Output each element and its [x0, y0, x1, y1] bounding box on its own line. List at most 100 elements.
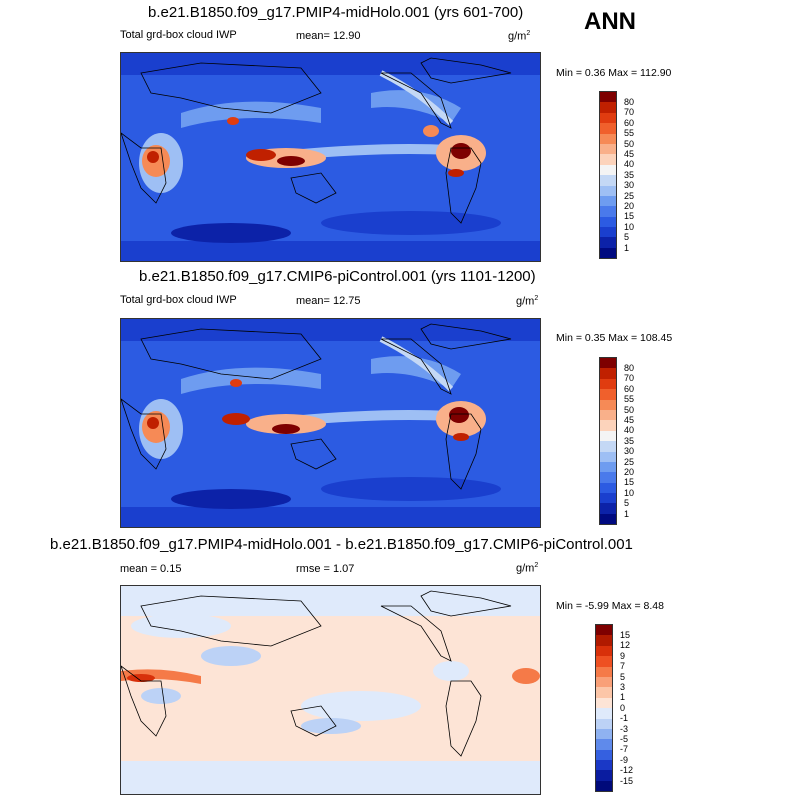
panel2-colorbar-bin — [600, 399, 616, 410]
panel2-colorbar-tick: 5 — [624, 498, 630, 508]
panel2-colorbar-bin — [600, 503, 616, 514]
panel1-colorbar-tick: 25 — [624, 191, 635, 201]
panel2-colorbar-bin — [600, 472, 616, 483]
panel1-colorbar-bin — [600, 154, 616, 165]
panel3-colorbar-bin — [596, 676, 612, 688]
panel1-colorbar-tick: 10 — [624, 222, 635, 232]
panel2-colorbar-tick: 55 — [624, 394, 635, 404]
panel3-title: b.e21.B1850.f09_g17.PMIP4-midHolo.001 - … — [50, 536, 633, 553]
panel3-colorbar-bin — [596, 697, 612, 709]
panel2-colorbar-bin — [600, 420, 616, 431]
panel2-units: g/m2 — [516, 295, 539, 308]
panel1-colorbar-bin — [600, 112, 616, 124]
panel1-units: g/m2 — [508, 30, 531, 43]
panel2-colorbar-bin — [600, 368, 616, 379]
panel3-colorbar-bin — [596, 739, 612, 750]
panel1-colorbar-tick: 35 — [624, 170, 635, 180]
panel1-colorbar-tick: 60 — [624, 118, 635, 128]
panel1-map — [120, 52, 541, 262]
panel1-map-field — [121, 53, 540, 261]
panel3-colorbar-tick: -9 — [620, 755, 629, 765]
panel2-map — [120, 318, 541, 528]
panel2-colorbar-bin — [600, 441, 616, 452]
panel1-mean: mean= 12.90 — [296, 30, 361, 42]
panel3-colorbar-tick: -3 — [620, 724, 629, 734]
panel2-colorbar-bin — [600, 461, 616, 473]
panel1-colorbar-bin — [600, 206, 616, 217]
panel3-colorbar-tick: -12 — [620, 765, 634, 775]
panel3-colorbar-bin — [596, 718, 612, 729]
panel2-colorbar-bin — [600, 378, 616, 390]
panel2-colorbar-tick: 10 — [624, 488, 635, 498]
panel2-colorbar-bin — [600, 493, 616, 504]
panel1-colorbar-tick: 80 — [624, 97, 635, 107]
panel3-colorbar-tick: 1 — [620, 692, 626, 702]
panel3-units: g/m2 — [516, 562, 539, 575]
panel1-colorbar-bin — [600, 164, 616, 176]
panel3-map-field — [121, 586, 540, 794]
panel3-colorbar-tick: -5 — [620, 734, 629, 744]
panel3-colorbar-bin — [596, 687, 612, 698]
panel1-colorbar-bin — [600, 247, 616, 259]
panel1-colorbar-bin — [600, 185, 616, 196]
panel1-colorbar-bin — [600, 143, 616, 155]
panel2-mean: mean= 12.75 — [296, 295, 361, 307]
panel1-colorbar-tick: 30 — [624, 180, 635, 190]
panel3-map — [120, 585, 541, 795]
panel2-colorbar-tick: 40 — [624, 425, 635, 435]
panel1-colorbar-tick: 40 — [624, 159, 635, 169]
panel3-rmse: rmse = 1.07 — [296, 563, 355, 575]
panel2-colorbar-tick: 35 — [624, 436, 635, 446]
panel2-colorbar-tick: 1 — [624, 509, 630, 519]
panel1-colorbar-bin — [600, 102, 616, 113]
panel3-colorbar-bin — [596, 749, 612, 761]
panel1-colorbar-bin — [600, 237, 616, 248]
panel1-colorbar-tick: 15 — [624, 211, 635, 221]
panel2-colorbar-tick: 45 — [624, 415, 635, 425]
panel1-colorbar-tick: 45 — [624, 149, 635, 159]
panel3-minmax: Min = -5.99 Max = 8.48 — [556, 600, 664, 612]
panel3-mean: mean = 0.15 — [120, 563, 182, 575]
panel2-colorbar-bin — [600, 409, 616, 421]
panel3-colorbar — [595, 624, 613, 792]
panel3-colorbar-tick: 0 — [620, 703, 626, 713]
panel3-colorbar-bin — [596, 666, 612, 677]
panel1-colorbar-tick: 1 — [624, 243, 630, 253]
panel1-colorbar-bin — [600, 175, 616, 186]
panel1-colorbar-tick: 20 — [624, 201, 635, 211]
panel1-colorbar-bin — [600, 216, 616, 228]
panel3-colorbar-bin — [596, 770, 612, 781]
panel1-colorbar-bin — [600, 123, 616, 134]
panel1-colorbar-tick: 50 — [624, 139, 635, 149]
panel3-colorbar-bin — [596, 625, 612, 636]
panel3-colorbar-tick: -7 — [620, 744, 629, 754]
panel3-colorbar-tick: 9 — [620, 651, 626, 661]
panel2-colorbar — [599, 357, 617, 525]
panel1-variable-label: Total grd-box cloud IWP — [120, 29, 237, 41]
panel3-colorbar-bin — [596, 760, 612, 771]
panel1-colorbar — [599, 91, 617, 259]
panel1-colorbar-bin — [600, 92, 616, 103]
panel3-colorbar-tick: 7 — [620, 661, 626, 671]
panel1-colorbar-tick: 55 — [624, 128, 635, 138]
panel3-colorbar-tick: 15 — [620, 630, 631, 640]
panel1-colorbar-bin — [600, 195, 616, 207]
panel2-colorbar-bin — [600, 430, 616, 442]
panel3-colorbar-bin — [596, 780, 612, 792]
panel2-colorbar-bin — [600, 358, 616, 369]
panel3-colorbar-bin — [596, 728, 612, 740]
season-label: ANN — [584, 8, 636, 35]
panel2-colorbar-tick: 20 — [624, 467, 635, 477]
panel2-colorbar-tick: 80 — [624, 363, 635, 373]
panel2-colorbar-tick: 30 — [624, 446, 635, 456]
panel2-colorbar-tick: 15 — [624, 477, 635, 487]
panel2-variable-label: Total grd-box cloud IWP — [120, 294, 237, 306]
panel1-colorbar-bin — [600, 227, 616, 238]
panel3-colorbar-bin — [596, 635, 612, 646]
panel1-minmax: Min = 0.36 Max = 112.90 — [556, 67, 672, 79]
panel3-colorbar-tick: -1 — [620, 713, 629, 723]
panel3-colorbar-tick: 5 — [620, 672, 626, 682]
panel2-colorbar-tick: 25 — [624, 457, 635, 467]
panel3-colorbar-bin — [596, 645, 612, 657]
panel3-colorbar-tick: -15 — [620, 776, 634, 786]
